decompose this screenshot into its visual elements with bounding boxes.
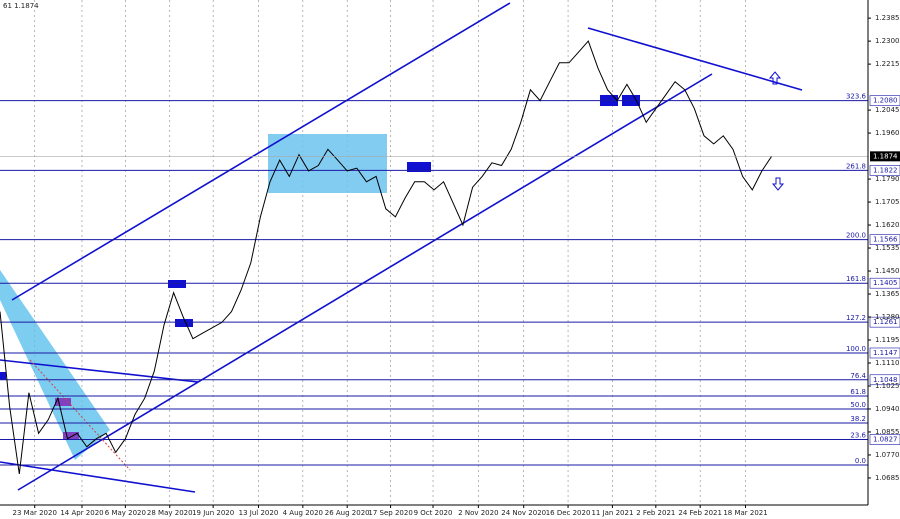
level-name: 100.0 xyxy=(846,345,866,353)
level-price-box xyxy=(869,374,900,386)
x-tick-label: 14 Apr 2020 xyxy=(60,509,103,517)
triangle-zone xyxy=(0,270,110,460)
price-line xyxy=(0,40,773,474)
levels: 323.6 1.2080 261.8 1.1822 200.0 1.1566 161.8 1.… xyxy=(0,93,900,466)
y-tick-label: 1.1450 xyxy=(875,267,900,275)
level-name: 38.2 xyxy=(850,415,866,423)
last-price-box xyxy=(870,151,900,162)
x-tick-label: 11 Jan 2021 xyxy=(591,509,633,517)
y-tick-label: 1.0685 xyxy=(875,474,900,482)
level-price-label: 1.1147 xyxy=(873,349,898,357)
y-tick-label: 1.1110 xyxy=(875,359,900,367)
y-tick-label: 1.1620 xyxy=(875,221,900,229)
level-price-label: 1.1822 xyxy=(873,166,898,174)
consolidation-box xyxy=(268,134,387,193)
chart-title: 61 1.1874 xyxy=(3,2,39,10)
arrow-down xyxy=(771,177,785,191)
y-tick-label: 1.1705 xyxy=(875,198,900,206)
level-name: 127.2 xyxy=(846,314,866,322)
marker xyxy=(0,372,6,380)
x-tick-label: 13 Jul 2020 xyxy=(239,509,279,517)
x-tick-label: 4 Aug 2020 xyxy=(283,509,323,517)
resistance-line xyxy=(587,27,803,91)
y-tick-label: 1.1025 xyxy=(875,382,900,390)
x-tick-label: 24 Feb 2021 xyxy=(678,509,722,517)
level-price-label: 1.1566 xyxy=(873,236,898,244)
y-tick-label: 1.2215 xyxy=(875,60,900,68)
x-tick-label: 9 Oct 2020 xyxy=(414,509,453,517)
level-name: 61.8 xyxy=(850,388,866,396)
level-name: 323.6 xyxy=(846,93,867,101)
level-name: 261.8 xyxy=(846,162,866,170)
last-price-label: 1.1874 xyxy=(873,152,898,160)
level-price-label: 1.1405 xyxy=(873,279,898,287)
y-tick-label: 1.0855 xyxy=(875,428,900,436)
level-name: 76.4 xyxy=(850,372,866,380)
marker xyxy=(63,432,79,440)
arrow-up xyxy=(768,71,782,85)
y-tick-label: 1.1195 xyxy=(875,336,900,344)
level-price-box xyxy=(869,316,900,328)
x-tick-label: 28 May 2020 xyxy=(147,509,193,517)
level-price-label: 1.1261 xyxy=(873,318,898,326)
y-tick-label: 1.2385 xyxy=(875,14,900,22)
level-name: 0.0 xyxy=(855,457,866,465)
level-price-box xyxy=(869,434,900,445)
level-price-label: 1.0827 xyxy=(873,436,898,444)
x-tick-label: 17 Sep 2020 xyxy=(368,509,412,517)
x-tick-label: 23 Mar 2020 xyxy=(13,509,57,517)
level-name: 161.8 xyxy=(846,275,866,283)
channel-lower xyxy=(17,73,713,491)
level-price-box xyxy=(869,165,900,176)
grid xyxy=(34,0,746,505)
x-tick-label: 24 Nov 2020 xyxy=(501,509,546,517)
y-tick-label: 1.0770 xyxy=(875,451,900,459)
marks xyxy=(0,40,868,474)
level-price-label: 1.2080 xyxy=(873,97,898,105)
x-tick-label: 26 Aug 2020 xyxy=(325,509,370,517)
y-tick-label: 1.1960 xyxy=(875,129,900,137)
level-price-box xyxy=(869,95,900,106)
marker xyxy=(175,319,193,327)
marker xyxy=(55,398,71,406)
y-tick-label: 1.2300 xyxy=(875,37,900,45)
y-tick-label: 1.2045 xyxy=(875,106,900,114)
marker xyxy=(407,162,431,172)
x-tick-label: 16 Dec 2020 xyxy=(546,509,591,517)
x-tick-label: 2 Feb 2021 xyxy=(636,509,675,517)
x-tick-label: 19 Jun 2020 xyxy=(192,509,234,517)
level-price-label: 1.1048 xyxy=(873,376,898,384)
channel-upper xyxy=(11,2,511,301)
level-price-box xyxy=(869,347,900,359)
dashed-trend xyxy=(29,359,131,471)
level-name: 23.6 xyxy=(850,432,866,440)
wedge-lower xyxy=(0,461,196,493)
level-name: 200.0 xyxy=(846,232,866,240)
level-name: 50.0 xyxy=(850,401,866,409)
level-price-box xyxy=(869,234,900,245)
y-tick-label: 1.1365 xyxy=(875,290,900,298)
y-tick-label: 1.1535 xyxy=(875,244,900,252)
y-tick-label: 1.1790 xyxy=(875,175,900,183)
x-tick-label: 6 May 2020 xyxy=(105,509,146,517)
x-tick-label: 18 Mar 2021 xyxy=(723,509,767,517)
x-tick-label: 2 Nov 2020 xyxy=(458,509,498,517)
y-tick-label: 1.1280 xyxy=(875,313,900,321)
level-price-box xyxy=(869,277,900,289)
marker xyxy=(168,280,186,288)
y-tick-label: 1.0940 xyxy=(875,405,900,413)
